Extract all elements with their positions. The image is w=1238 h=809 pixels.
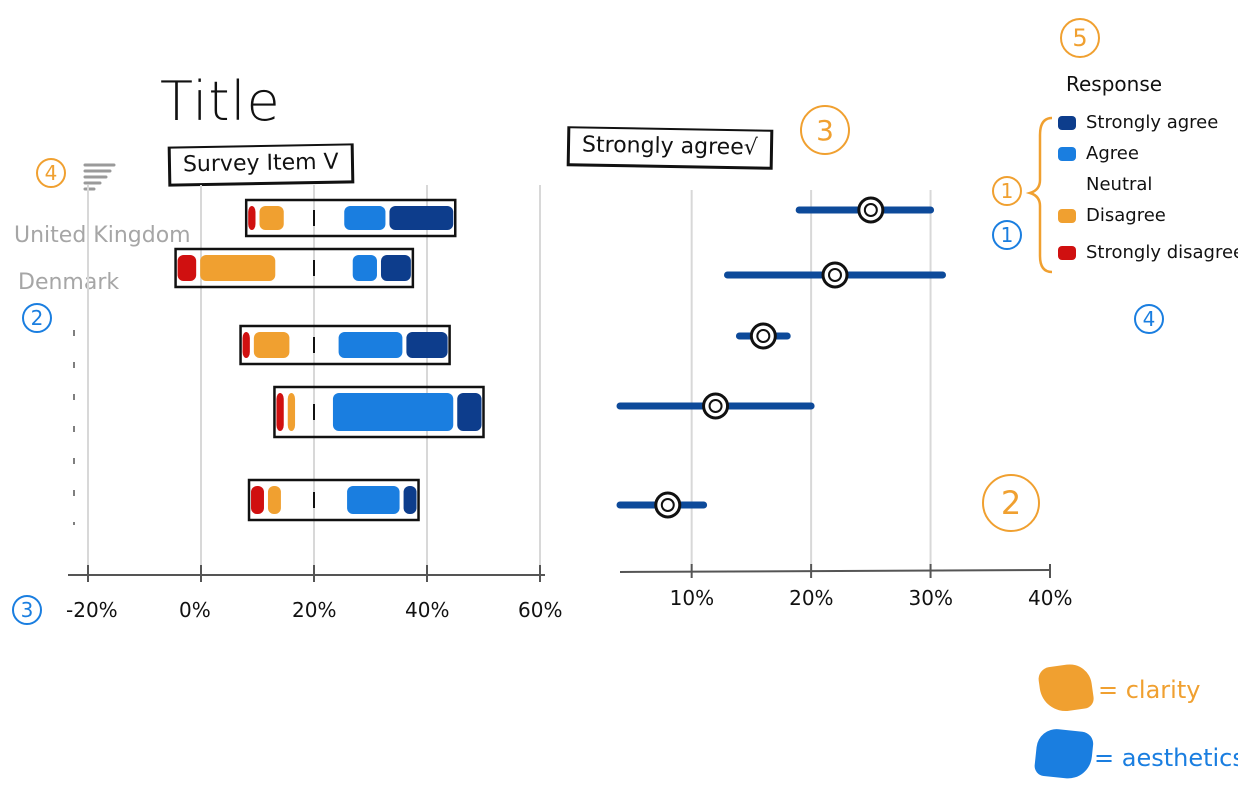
legend-label: Neutral	[1086, 174, 1153, 195]
bar-row	[247, 478, 420, 522]
aesthetics-key-label: = aesthetics	[1094, 744, 1238, 772]
left-tick-label: -20%	[66, 598, 118, 622]
clarity-key-label: = clarity	[1098, 676, 1201, 704]
bar-segment-strongly-agree	[406, 332, 448, 358]
point-marker-inner	[708, 399, 723, 413]
bar-segment-strongly-agree	[389, 206, 454, 230]
country-label: United Kingdom	[14, 223, 191, 248]
legend-item-disagree[interactable]: Disagree	[1058, 205, 1238, 226]
left-axis-ticks	[87, 565, 541, 582]
bar-segment-agree	[344, 206, 386, 230]
bar-row	[273, 385, 485, 439]
legend-item-strongly-disagree[interactable]: Strongly disagree	[1058, 242, 1238, 263]
annotation-blue-2: 2	[22, 303, 52, 333]
legend-swatch	[1058, 178, 1076, 192]
right-x-axis	[619, 569, 1051, 573]
bar-outline	[247, 478, 420, 522]
legend-title: Response	[1066, 72, 1163, 96]
legend-label: Strongly agree	[1086, 112, 1219, 133]
annotation-orange-3: 3	[800, 105, 850, 155]
annotation-orange-5: 5	[1060, 18, 1100, 58]
page-title: Title	[160, 70, 281, 133]
bar-segment-disagree	[287, 393, 296, 431]
bar-segment-strongly-disagree	[251, 486, 264, 514]
legend-brace	[1025, 116, 1053, 274]
bar-segment-strongly-disagree	[177, 255, 197, 281]
right-axis-ticks	[690, 564, 1051, 578]
bar-segment-strongly-agree	[403, 486, 417, 514]
legend-swatch	[1058, 116, 1076, 130]
bar-segment-agree	[338, 332, 403, 358]
right-tick-label: 20%	[789, 586, 834, 610]
annotation-blue-1: 1	[992, 220, 1022, 250]
annotation-orange-4: 4	[36, 158, 66, 188]
left-tick-label: 20%	[292, 598, 337, 622]
bar-segment-disagree	[253, 332, 290, 358]
left-tick-label: 40%	[405, 598, 450, 622]
bar-row	[174, 247, 415, 289]
bar-segment-disagree	[267, 486, 281, 514]
bar-segment-disagree	[200, 255, 276, 281]
diverging-bars	[174, 198, 485, 522]
right-tick-label: 10%	[669, 586, 715, 610]
bar-outline	[244, 198, 457, 238]
point-marker-inner	[660, 498, 675, 512]
legend-label: Agree	[1086, 143, 1139, 164]
dot-interval-plot	[616, 196, 946, 519]
point-marker	[702, 392, 730, 420]
left-tick-label: 0%	[179, 598, 211, 622]
legend-swatch	[1058, 147, 1076, 161]
bar-outline	[174, 247, 415, 289]
bar-segment-disagree	[259, 206, 284, 230]
bar-segment-strongly-agree	[380, 255, 411, 281]
annotation-orange-2: 2	[982, 474, 1040, 532]
legend-item-neutral[interactable]: Neutral	[1058, 174, 1238, 195]
annotation-blue-3: 3	[12, 595, 42, 625]
bar-outline	[273, 385, 485, 439]
bar-outline	[239, 324, 451, 366]
sort-icon[interactable]	[82, 158, 118, 194]
point-marker	[821, 261, 849, 289]
bar-segment-agree	[352, 255, 377, 281]
bar-segment-strongly-disagree	[248, 206, 256, 230]
legend: Strongly agree Agree Neutral Disagree St…	[1058, 112, 1238, 263]
right-tick-label: 30%	[908, 586, 953, 610]
legend-item-agree[interactable]: Agree	[1058, 143, 1238, 164]
point-marker-inner	[863, 203, 878, 217]
left-tick-label: 60%	[518, 598, 563, 622]
legend-label: Strongly disagree	[1086, 242, 1238, 263]
bar-segment-strongly-disagree	[242, 332, 250, 358]
right-tick-label: 40%	[1028, 586, 1073, 610]
legend-label: Disagree	[1086, 205, 1166, 226]
right-gridlines	[690, 190, 932, 565]
country-label: Denmark	[18, 270, 120, 295]
legend-swatch	[1058, 246, 1076, 260]
bar-segment-strongly-agree	[457, 393, 482, 431]
bar-segment-agree	[332, 393, 454, 431]
bar-segment-agree	[347, 486, 400, 514]
legend-item-strongly-agree[interactable]: Strongly agree	[1058, 112, 1238, 133]
bar-row	[239, 324, 451, 366]
legend-swatch	[1058, 209, 1076, 223]
point-marker-inner	[756, 329, 771, 343]
point-marker	[857, 196, 885, 224]
point-marker	[749, 322, 777, 350]
annotation-blue-4: 4	[1134, 304, 1164, 334]
left-gridlines	[87, 185, 541, 570]
point-marker	[654, 491, 682, 519]
bar-row	[244, 198, 457, 238]
annotation-orange-1: 1	[992, 176, 1022, 206]
bar-segment-strongly-disagree	[276, 393, 284, 431]
point-marker-inner	[828, 268, 842, 282]
